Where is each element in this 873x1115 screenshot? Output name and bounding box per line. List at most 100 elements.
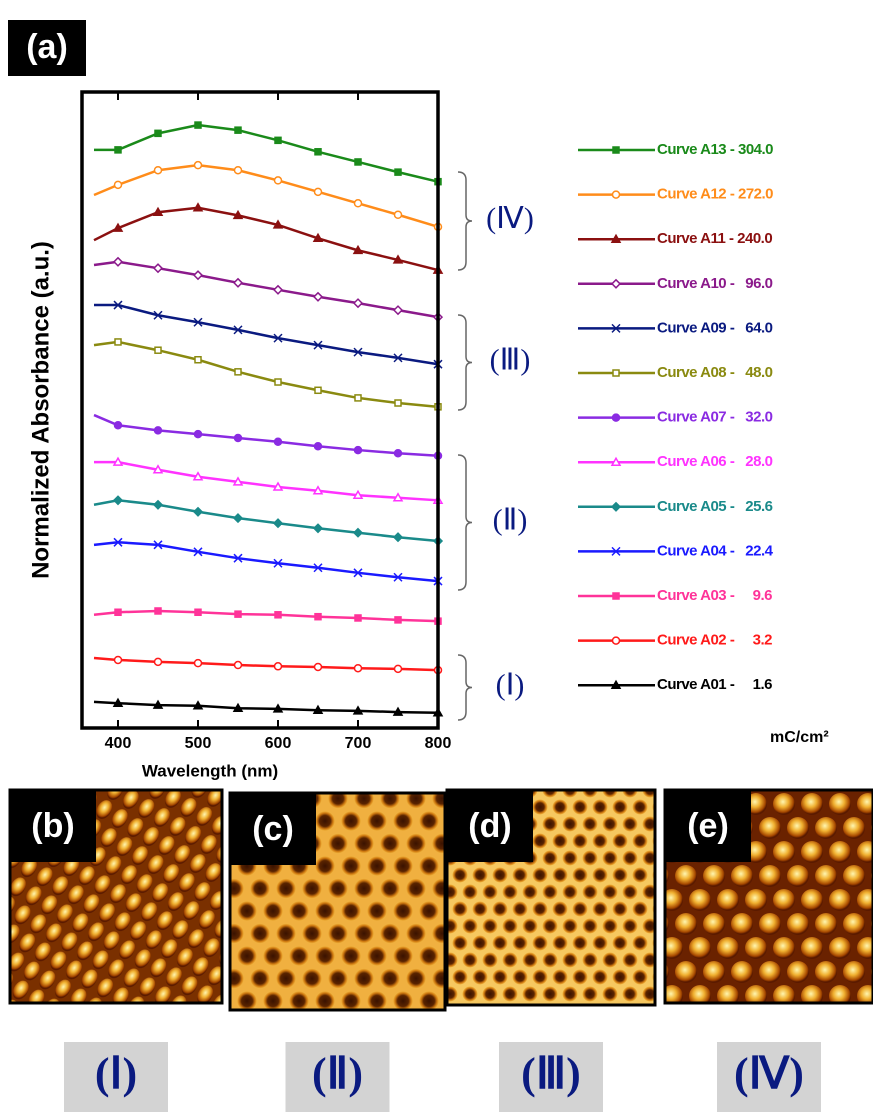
marker <box>235 127 241 133</box>
marker <box>195 162 202 169</box>
marker <box>235 662 242 669</box>
marker <box>275 379 281 385</box>
marker <box>114 458 122 465</box>
marker <box>235 167 242 174</box>
marker <box>354 299 362 307</box>
marker <box>314 524 322 532</box>
marker <box>154 501 162 509</box>
marker <box>275 438 282 445</box>
marker <box>355 447 362 454</box>
data-line <box>94 462 438 500</box>
legend-label: Curve A04 - 22.4 <box>657 542 774 559</box>
marker <box>195 357 201 363</box>
marker <box>275 137 281 143</box>
legend-marker <box>612 458 620 465</box>
marker <box>395 617 401 623</box>
marker <box>155 427 162 434</box>
data-line <box>94 125 438 182</box>
marker <box>315 443 322 450</box>
marker <box>354 491 362 498</box>
marker <box>155 347 161 353</box>
marker <box>355 395 361 401</box>
x-tick-label: 500 <box>185 735 212 752</box>
legend-marker <box>613 414 620 421</box>
legend-marker <box>612 681 620 688</box>
marker <box>274 286 282 294</box>
marker <box>115 339 121 345</box>
panel-caption: (Ⅳ) <box>734 1049 804 1098</box>
data-line <box>94 702 438 713</box>
data-line <box>94 542 438 581</box>
panel-label: (e) <box>687 807 729 845</box>
panel-caption: (Ⅱ) <box>312 1049 363 1098</box>
marker <box>154 466 162 473</box>
x-tick-label: 700 <box>345 735 372 752</box>
marker <box>154 264 162 272</box>
marker <box>274 519 282 527</box>
panel-label: (a) <box>26 28 68 66</box>
data-line <box>94 500 438 541</box>
legend-marker <box>612 503 620 511</box>
marker <box>355 159 361 165</box>
marker <box>394 708 402 715</box>
plot-frame <box>82 92 438 728</box>
marker <box>275 612 281 618</box>
marker <box>115 609 121 615</box>
data-line <box>94 611 438 621</box>
x-axis-label: Wavelength (nm) <box>142 761 278 780</box>
marker <box>115 656 122 663</box>
marker <box>114 258 122 266</box>
legend-marker <box>613 637 620 644</box>
data-line <box>94 208 438 270</box>
legend-marker <box>613 370 619 376</box>
legend-label: Curve A09 - 64.0 <box>657 319 773 336</box>
group-bracket <box>458 655 472 720</box>
marker <box>395 169 401 175</box>
marker <box>194 473 202 480</box>
legend-marker <box>612 280 620 288</box>
marker <box>195 122 201 128</box>
data-line <box>94 262 438 317</box>
group-bracket <box>458 315 472 410</box>
legend-label: Curve A11 - 240.0 <box>657 230 772 247</box>
data-line <box>94 415 438 456</box>
marker <box>114 699 122 706</box>
legend-label: Curve A05 - 25.6 <box>657 498 773 515</box>
image-panels: (b)(Ⅰ)(c)(Ⅱ)(d)(Ⅲ)(e)(Ⅳ) <box>10 790 873 1112</box>
marker <box>394 256 402 263</box>
marker <box>395 450 402 457</box>
marker <box>154 208 162 215</box>
marker <box>154 701 162 708</box>
marker <box>394 494 402 501</box>
panel-caption: (Ⅲ) <box>521 1049 581 1098</box>
legend-label: Curve A12 - 272.0 <box>657 186 773 203</box>
marker <box>155 608 161 614</box>
marker <box>354 529 362 537</box>
marker <box>195 660 202 667</box>
panel-label: (b) <box>31 807 74 845</box>
marker <box>114 224 122 231</box>
marker <box>194 204 202 211</box>
x-tick-label: 800 <box>425 735 452 752</box>
marker <box>355 665 362 672</box>
marker <box>274 221 282 228</box>
marker <box>234 211 242 218</box>
panel-label: (c) <box>252 810 294 848</box>
figure: (a)400500600700800Wavelength (nm)Normali… <box>0 0 873 1115</box>
marker <box>315 663 322 670</box>
group-label: (Ⅰ) <box>496 668 525 701</box>
marker <box>195 431 202 438</box>
panel-label: (d) <box>468 807 511 845</box>
legend-marker <box>612 235 620 242</box>
marker <box>235 611 241 617</box>
marker <box>194 508 202 516</box>
marker <box>234 704 242 711</box>
legend-marker <box>613 593 619 599</box>
marker <box>395 400 401 406</box>
legend-label: Curve A06 - 28.0 <box>657 453 773 470</box>
marker <box>274 483 282 490</box>
marker <box>234 514 242 522</box>
data-line <box>94 342 438 407</box>
marker <box>315 149 321 155</box>
group-label: (Ⅱ) <box>493 503 528 536</box>
